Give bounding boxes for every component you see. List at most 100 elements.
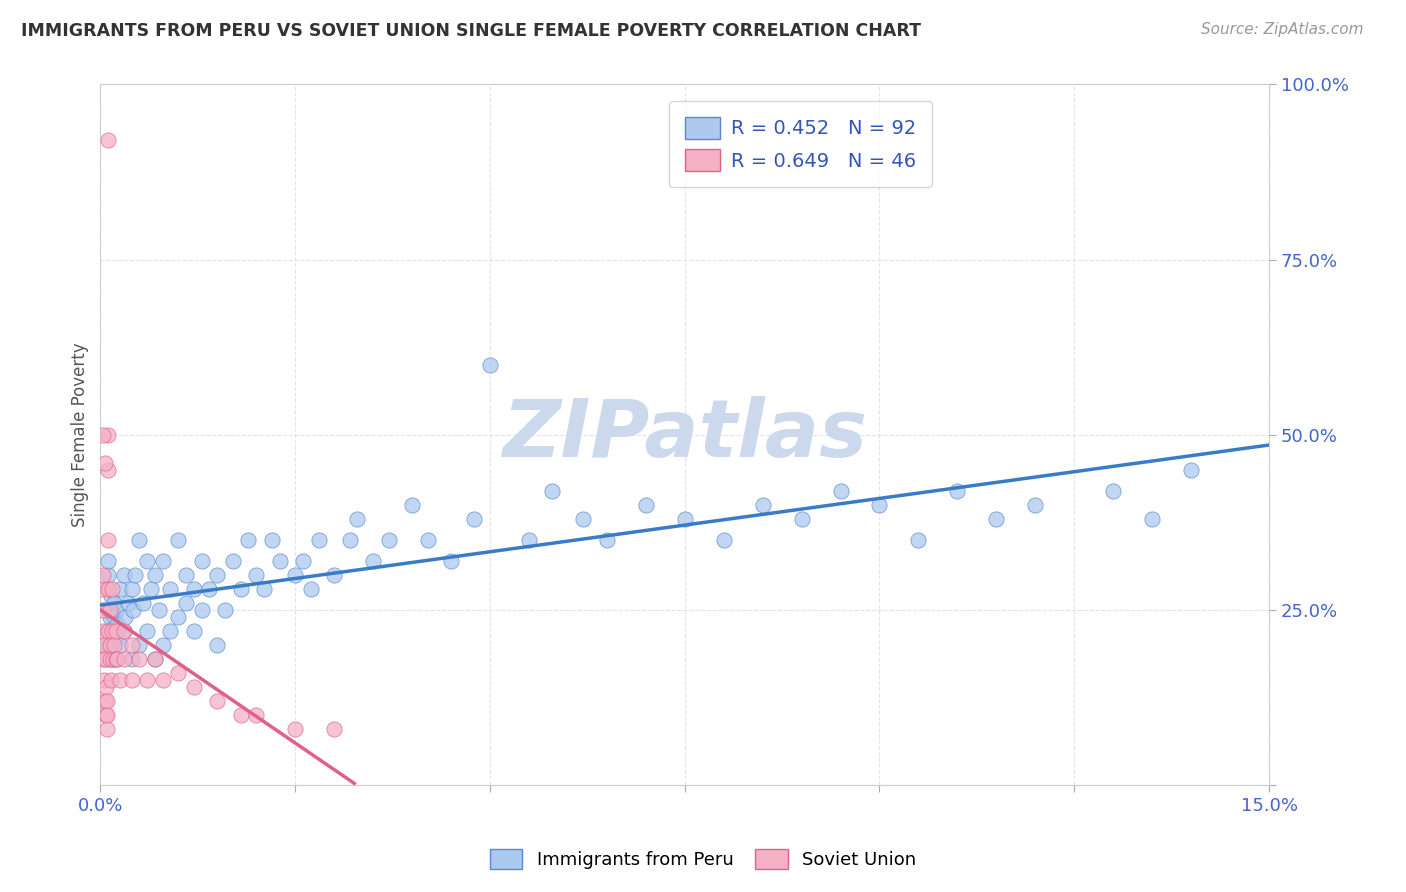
Point [339, 533, 361, 547]
Point [159, 624, 181, 638]
Point [790, 511, 813, 525]
Point [122, 602, 145, 616]
Point [751, 498, 773, 512]
Point [299, 582, 322, 596]
Point [634, 498, 657, 512]
Point [96, 722, 118, 736]
Point [323, 722, 346, 736]
Point [97, 533, 120, 547]
Point [245, 567, 267, 582]
Point [167, 533, 190, 547]
Point [114, 609, 136, 624]
Point [107, 616, 129, 631]
Point [1102, 483, 1125, 498]
Point [101, 651, 124, 665]
Point [190, 602, 212, 616]
Point [104, 651, 127, 665]
Point [121, 582, 143, 596]
Point [98, 602, 121, 616]
Point [167, 609, 190, 624]
Point [198, 582, 221, 596]
Legend: R = 0.452   N = 92, R = 0.649   N = 46: R = 0.452 N = 92, R = 0.649 N = 46 [669, 101, 932, 187]
Point [100, 673, 122, 687]
Point [1180, 462, 1202, 476]
Point [97, 554, 120, 568]
Point [238, 533, 260, 547]
Point [416, 533, 439, 547]
Point [100, 638, 122, 652]
Point [90, 582, 112, 596]
Point [128, 651, 150, 665]
Point [121, 651, 143, 665]
Point [440, 554, 463, 568]
Point [94, 707, 117, 722]
Point [97, 624, 120, 638]
Point [94, 456, 117, 470]
Point [101, 651, 124, 665]
Point [112, 651, 135, 665]
Point [96, 638, 118, 652]
Point [269, 554, 291, 568]
Point [377, 533, 399, 547]
Point [101, 582, 124, 596]
Point [291, 554, 314, 568]
Point [104, 651, 127, 665]
Point [97, 427, 120, 442]
Point [97, 133, 120, 147]
Point [183, 680, 205, 694]
Point [136, 554, 159, 568]
Point [222, 554, 245, 568]
Point [143, 651, 166, 665]
Point [112, 567, 135, 582]
Text: IMMIGRANTS FROM PERU VS SOVIET UNION SINGLE FEMALE POVERTY CORRELATION CHART: IMMIGRANTS FROM PERU VS SOVIET UNION SIN… [21, 22, 921, 40]
Point [98, 638, 121, 652]
Point [132, 596, 155, 610]
Point [152, 673, 174, 687]
Text: Source: ZipAtlas.com: Source: ZipAtlas.com [1201, 22, 1364, 37]
Point [713, 533, 735, 547]
Point [517, 533, 540, 547]
Point [97, 582, 120, 596]
Point [541, 483, 564, 498]
Point [108, 638, 131, 652]
Point [107, 651, 129, 665]
Point [152, 638, 174, 652]
Point [108, 673, 131, 687]
Point [104, 624, 127, 638]
Point [205, 638, 228, 652]
Point [205, 694, 228, 708]
Point [104, 631, 127, 645]
Point [205, 567, 228, 582]
Point [284, 722, 307, 736]
Point [97, 567, 120, 582]
Point [346, 511, 368, 525]
Point [229, 582, 252, 596]
Point [94, 694, 117, 708]
Point [174, 567, 197, 582]
Point [112, 624, 135, 638]
Point [128, 533, 150, 547]
Point [93, 427, 115, 442]
Point [1024, 498, 1046, 512]
Point [124, 567, 146, 582]
Point [94, 651, 117, 665]
Point [91, 567, 114, 582]
Point [260, 533, 283, 547]
Point [94, 680, 117, 694]
Point [572, 511, 595, 525]
Point [117, 596, 139, 610]
Point [121, 673, 143, 687]
Point [108, 582, 131, 596]
Point [946, 483, 969, 498]
Point [143, 651, 166, 665]
Point [830, 483, 852, 498]
Point [463, 511, 485, 525]
Point [96, 694, 118, 708]
Point [214, 602, 236, 616]
Point [174, 596, 197, 610]
Point [98, 651, 121, 665]
Point [139, 582, 162, 596]
Point [101, 624, 124, 638]
Point [97, 582, 120, 596]
Point [100, 589, 122, 603]
